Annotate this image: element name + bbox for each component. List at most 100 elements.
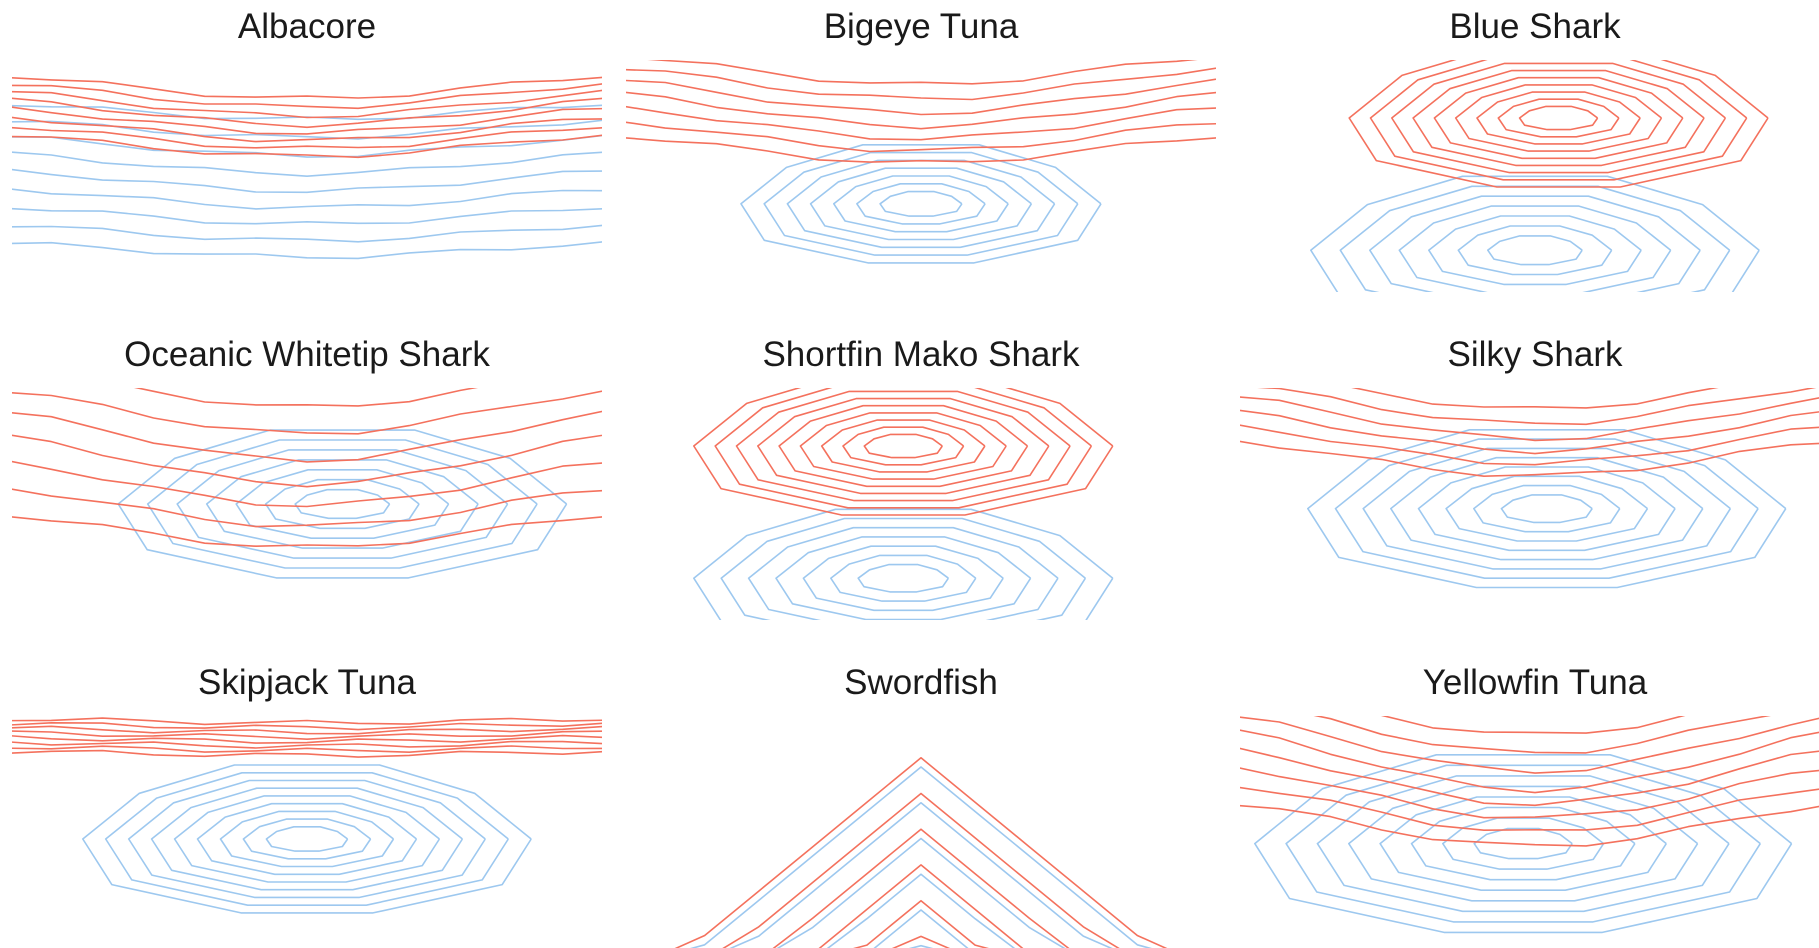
panel-title: Oceanic Whitetip Shark	[12, 330, 602, 380]
contour-line-2	[626, 803, 1216, 948]
contour-line-103	[626, 829, 1216, 948]
contour-svg	[12, 716, 602, 948]
panel-title: Bigeye Tuna	[626, 2, 1216, 52]
contour-line-109	[1349, 60, 1768, 187]
contour-plot	[626, 60, 1216, 292]
contour-line-7	[741, 145, 1101, 263]
contour-line-102	[12, 389, 602, 434]
contour-line-9	[83, 765, 531, 913]
contour-plot	[12, 388, 602, 620]
contour-svg	[12, 388, 602, 620]
contour-line-102	[1240, 716, 1819, 753]
panel-title: Blue Shark	[1240, 2, 1819, 52]
contour-line-104	[1240, 728, 1819, 793]
contour-line-109	[694, 388, 1113, 515]
contour-line-106	[12, 116, 602, 142]
contour-line-101	[12, 77, 602, 99]
contour-line-101	[626, 60, 1216, 84]
contour-line-2	[243, 819, 370, 859]
contour-line-1	[880, 192, 962, 217]
contour-line-1	[1501, 495, 1592, 523]
contour-line-1	[295, 490, 389, 519]
contour-line-8	[106, 773, 509, 905]
panel-albacore: Albacore	[12, 2, 602, 292]
contour-line-105	[1434, 78, 1682, 159]
contour-svg	[1240, 716, 1819, 948]
panel-silky-shark: Silky Shark	[1240, 330, 1819, 620]
contour-plot	[1240, 60, 1819, 292]
contour-line-5	[626, 910, 1216, 948]
contour-line-8	[12, 224, 602, 242]
contour-line-104	[626, 865, 1216, 948]
contour-svg	[12, 60, 602, 292]
contour-line-2	[1458, 226, 1611, 275]
panel-title: Albacore	[12, 2, 602, 52]
contour-line-105	[626, 105, 1216, 140]
contour-line-4	[1419, 467, 1676, 550]
panel-oceanic-whitetip-shark: Oceanic Whitetip Shark	[12, 330, 602, 620]
contour-svg	[1240, 60, 1819, 292]
contour-line-1	[858, 565, 948, 592]
contour-plot	[12, 60, 602, 292]
panel-swordfish: Swordfish	[626, 658, 1216, 948]
contour-svg	[1240, 388, 1819, 620]
contour-line-9	[12, 241, 602, 259]
contour-line-1	[266, 827, 347, 851]
contour-line-102	[12, 722, 602, 729]
panel-title: Skipjack Tuna	[12, 658, 602, 708]
contour-line-106	[626, 121, 1216, 152]
contour-line-4	[776, 537, 1031, 620]
contour-line-5	[749, 528, 1058, 620]
contour-line-3	[626, 839, 1216, 948]
panel-skipjack-tuna: Skipjack Tuna	[12, 658, 602, 948]
contour-line-1	[1488, 236, 1582, 265]
contour-line-4	[198, 804, 417, 875]
contour-line-101	[626, 758, 1216, 948]
contour-line-102	[843, 427, 964, 465]
contour-line-107	[1392, 63, 1726, 172]
contour-line-104	[800, 413, 1006, 479]
contour-line-108	[1240, 802, 1819, 846]
panel-title: Shortfin Mako Shark	[626, 330, 1216, 380]
panel-title: Yellowfin Tuna	[1240, 658, 1819, 708]
contour-line-101	[1520, 106, 1598, 129]
panel-title: Swordfish	[626, 658, 1216, 708]
panel-blue-shark: Blue Shark	[1240, 2, 1819, 292]
contour-plot	[1240, 388, 1819, 620]
contour-line-105	[626, 901, 1216, 948]
contour-line-4	[1399, 206, 1670, 292]
panel-title: Silky Shark	[1240, 330, 1819, 380]
panel-bigeye-tuna: Bigeye Tuna	[626, 2, 1216, 292]
contour-svg	[626, 716, 1216, 948]
contour-line-8	[1308, 430, 1786, 588]
contour-line-5	[1391, 458, 1703, 560]
contour-line-102	[1498, 99, 1619, 137]
contour-line-104	[626, 91, 1216, 129]
panel-yellowfin-tuna: Yellowfin Tuna	[1240, 658, 1819, 948]
contour-line-101	[864, 434, 942, 457]
contour-line-5	[787, 160, 1054, 247]
contour-line-6	[721, 519, 1085, 621]
contour-line-105	[779, 406, 1027, 487]
contour-line-104	[1456, 85, 1662, 151]
contour-line-7	[129, 781, 486, 898]
contour-line-2	[1474, 486, 1620, 532]
contour-plot	[626, 716, 1216, 948]
contour-plot	[626, 388, 1216, 620]
panel-shortfin-mako-shark: Shortfin Mako Shark	[626, 330, 1216, 620]
contour-line-108	[12, 751, 602, 758]
contour-line-5	[175, 796, 440, 882]
contour-line-5	[12, 168, 602, 192]
contour-line-102	[626, 794, 1216, 948]
contour-line-4	[811, 168, 1032, 239]
contour-line-6	[1340, 186, 1729, 292]
contour-line-6	[12, 188, 602, 209]
contour-svg	[626, 60, 1216, 292]
contour-line-7	[118, 430, 566, 578]
contour-plot	[12, 716, 602, 948]
contour-line-103	[12, 409, 602, 462]
contour-line-7	[1336, 439, 1759, 578]
contour-line-101	[1240, 388, 1819, 408]
contour-line-2	[857, 184, 985, 224]
